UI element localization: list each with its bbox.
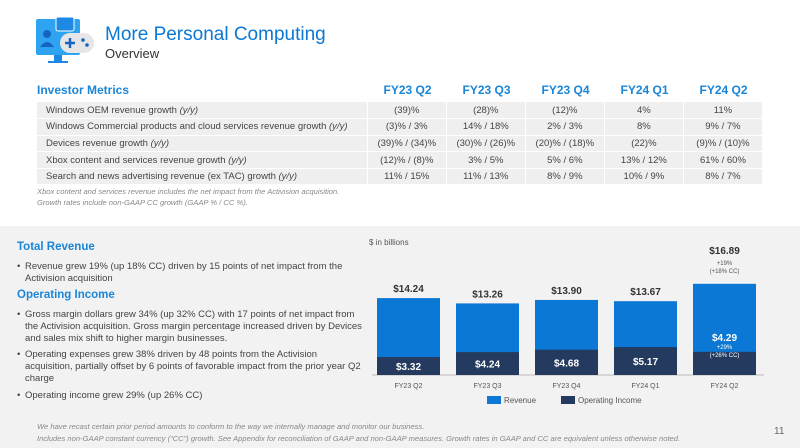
metric-label: Windows Commercial products and cloud se…	[37, 118, 368, 136]
revenue-label: $16.89	[709, 246, 740, 257]
legend-swatch	[561, 396, 575, 404]
metric-value: 8%	[604, 118, 684, 136]
metric-name: Xbox content and services revenue growth	[46, 154, 229, 166]
column-header: FY23 Q3	[462, 83, 511, 97]
metric-value: (22)%	[604, 135, 684, 153]
x-tick-label: FY23 Q3	[473, 383, 501, 390]
metric-value: 4%	[604, 102, 684, 120]
metric-value: (39)%	[367, 102, 447, 120]
column-header: FY24 Q2	[699, 83, 748, 97]
metric-value: 10% / 9%	[604, 168, 684, 186]
metrics-row: Windows OEM revenue growth (y/y) (39)% (28…	[37, 102, 764, 120]
metric-unit: (y/y)	[150, 137, 170, 149]
x-tick-label: FY24 Q1	[631, 383, 659, 390]
metric-label: Search and news advertising revenue (ex …	[37, 168, 368, 186]
metric-value: 8% / 9%	[525, 168, 605, 186]
metric-value: 13% / 12%	[604, 151, 684, 169]
metric-value: 14% / 18%	[446, 118, 526, 136]
metrics-row: Windows Commercial products and cloud se…	[37, 118, 764, 136]
operating-income-bar	[693, 351, 756, 375]
metric-value: 8% / 7%	[683, 168, 764, 186]
bullet: Operating expenses grew 38% driven by 48…	[17, 349, 367, 385]
column-header: FY23 Q2	[383, 83, 432, 97]
x-tick-label: FY23 Q4	[552, 383, 580, 390]
column-header: FY24 Q1	[620, 83, 669, 97]
metric-label: Xbox content and services revenue growth…	[37, 151, 368, 169]
revenue-label: $13.26	[472, 289, 503, 300]
bullet: Gross margin dollars grew 34% (up 32% CC…	[17, 309, 367, 345]
oi-growth-cc-label: (+26% CC)	[710, 353, 740, 359]
metrics-row: Xbox content and services revenue growth…	[37, 151, 764, 169]
metric-value: (12)%	[525, 102, 605, 120]
operating-income-bar	[614, 347, 677, 375]
metric-unit: (y/y)	[228, 154, 247, 166]
metrics-row: Search and news advertising revenue (ex …	[37, 168, 764, 186]
revenue-label: $14.24	[393, 284, 424, 295]
chart-unit-label: $ in billions	[369, 238, 409, 247]
oi-growth-label: +29%	[717, 345, 733, 351]
operating-income-label: $4.29	[712, 333, 737, 344]
page-subtitle: Overview	[105, 46, 160, 61]
table-note: Xbox content and services revenue includ…	[37, 187, 340, 196]
total-revenue-heading: Total Revenue	[17, 241, 95, 253]
operating-income-label: $3.32	[396, 362, 421, 373]
operating-income-label: $4.24	[475, 360, 500, 371]
revenue-operating-income-chart: $14.24 $3.32 FY23 Q2 $13.26 $4.24 FY23 Q3 $13.…	[372, 246, 764, 405]
metric-value: (28)%	[446, 102, 526, 120]
page-number: 11	[774, 426, 785, 437]
metric-label: Windows OEM revenue growth (y/y)	[37, 102, 368, 120]
page-title: More Personal Computing	[105, 24, 326, 45]
legend-label: Revenue	[504, 396, 537, 405]
revenue-growth-label: +19%	[717, 261, 733, 267]
metric-value: (30)% / (26)%	[446, 135, 526, 153]
x-tick-label: FY23 Q2	[394, 383, 422, 390]
revenue-label: $13.90	[551, 286, 582, 297]
metric-value: 11% / 13%	[446, 168, 526, 186]
metrics-row: Devices revenue growth (y/y) (39)% / (34)…	[37, 135, 764, 153]
metric-name: Search and news advertising revenue (ex …	[46, 171, 279, 183]
metric-label: Devices revenue growth (y/y)	[37, 135, 368, 153]
metric-name: Windows OEM revenue growth	[46, 104, 180, 116]
table-note: Growth rates include non-GAAP CC growth …	[37, 198, 248, 207]
revenue-growth-cc-label: (+18% CC)	[710, 269, 740, 275]
operating-income-heading: Operating Income	[17, 289, 115, 301]
bullet: Revenue grew 19% (up 18% CC) driven by 1…	[17, 261, 367, 285]
column-header: FY23 Q4	[541, 83, 590, 97]
metric-value: 9% / 7%	[683, 118, 764, 136]
operating-income-bar	[456, 352, 519, 375]
metrics-table: Windows OEM revenue growth (y/y) (39)% (28…	[37, 102, 764, 186]
metrics-heading: Investor Metrics	[37, 83, 130, 97]
revenue-label: $13.67	[630, 287, 661, 298]
operating-income-bar	[377, 357, 440, 375]
bullet: Operating income grew 29% (up 26% CC)	[17, 390, 367, 402]
metric-value: (9)% / (10)%	[683, 135, 764, 153]
metric-value: 2% / 3%	[525, 118, 605, 136]
operating-income-label: $4.68	[554, 358, 579, 369]
metric-value: 11% / 15%	[367, 168, 447, 186]
metric-value: (3)% / 3%	[367, 118, 447, 136]
legend-swatch	[487, 396, 501, 404]
metric-value: 5% / 6%	[525, 151, 605, 169]
legend-label: Operating Income	[578, 396, 642, 405]
metric-value: 11%	[683, 102, 764, 120]
footnote: We have recast certain prior period amou…	[37, 422, 425, 431]
metric-unit: (y/y)	[329, 121, 348, 133]
metric-value: (39)% / (34)%	[367, 135, 447, 153]
metric-name: Windows Commercial products and cloud se…	[46, 121, 330, 133]
metric-value: 61% / 60%	[683, 151, 764, 169]
metric-unit: (y/y)	[179, 104, 199, 116]
metric-value: (12)% / (8)%	[367, 151, 447, 169]
operating-income-bar	[535, 349, 598, 375]
footnote: Includes non-GAAP constant currency (“CC…	[37, 434, 681, 443]
x-tick-label: FY24 Q2	[710, 383, 738, 390]
metric-value: (20)% / (18)%	[525, 135, 605, 153]
monitor-gamepad-icon	[36, 17, 94, 63]
metric-unit: (y/y)	[278, 171, 297, 183]
metric-value: 3% / 5%	[446, 151, 526, 169]
metric-name: Devices revenue growth	[46, 137, 151, 149]
operating-income-label: $5.17	[633, 357, 658, 368]
